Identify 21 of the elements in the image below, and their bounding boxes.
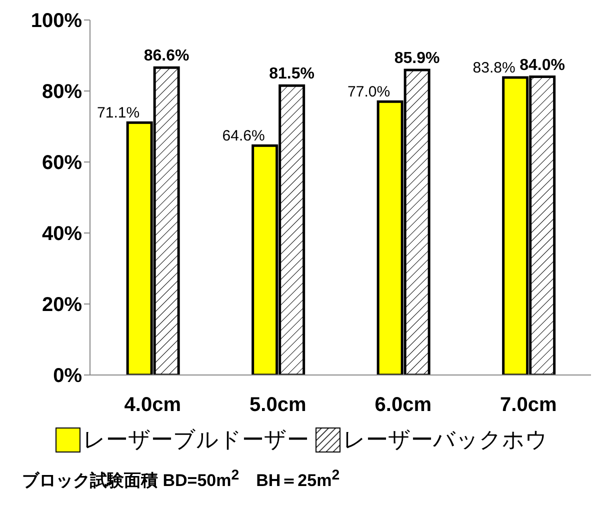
data-label: 71.1% (97, 104, 140, 122)
x-tick-label: 6.0cm (374, 394, 432, 416)
y-tick-label: 0% (53, 365, 82, 388)
y-tick-label: 80% (42, 81, 82, 104)
y-tick-label: 100% (30, 10, 82, 32)
data-label: 64.6% (222, 128, 265, 145)
x-tick-label: 7.0cm (500, 394, 557, 416)
y-tick-label: 60% (42, 152, 82, 174)
data-label: 83.8% (472, 60, 516, 77)
text: ブロック試験面積 BD=50m$^{2}$ BH＝25m$^{2}$ (22, 467, 340, 490)
data-label: 85.9% (394, 50, 440, 68)
y-tick-label: 40% (42, 223, 82, 246)
y-tick-label: 20% (42, 294, 82, 316)
data-label: 81.5% (269, 66, 315, 83)
x-tick-label: 4.0cm (124, 394, 181, 416)
text: レーザーバックホウ (343, 426, 548, 454)
x-tick-label: 5.0cm (250, 394, 306, 416)
data-label: 84.0% (520, 56, 566, 74)
data-label: 77.0% (348, 84, 390, 101)
data-label: 86.6% (144, 48, 190, 65)
legend-label: レーザーブルドーザー (83, 426, 309, 454)
